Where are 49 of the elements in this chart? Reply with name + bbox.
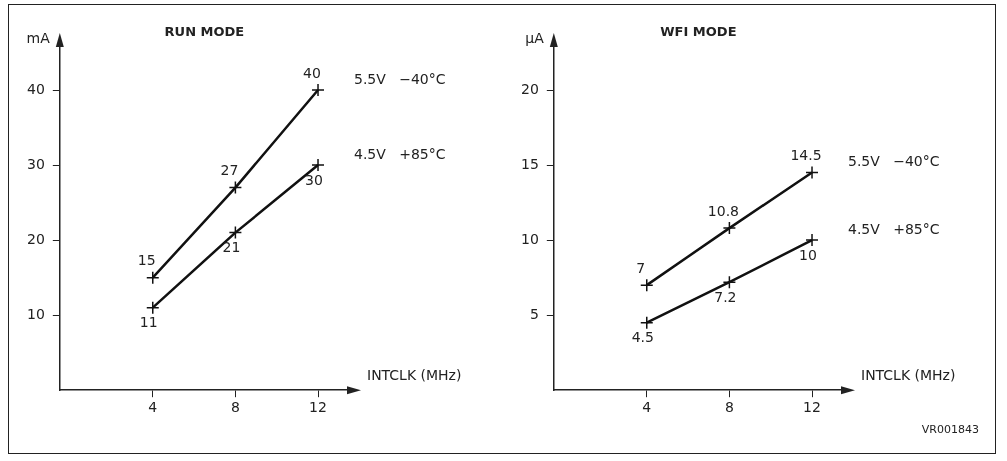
point (146, 300, 160, 315)
x-axis-title: INTCLK (MHz) (367, 366, 462, 383)
point (311, 158, 325, 172)
y-tick-label: 15 (520, 155, 539, 172)
text: 4.5V +85°C (354, 145, 446, 162)
point (722, 221, 737, 235)
x-axis-title: INTCLK (MHz) (861, 366, 956, 383)
x-tick-label: 12 (309, 399, 327, 416)
data-label: 11 (139, 314, 158, 331)
y-tick-label: 40 (26, 80, 45, 97)
point (640, 315, 654, 330)
text: VR001843 (921, 423, 979, 436)
y-tick-label: 20 (26, 230, 45, 247)
point (228, 225, 243, 240)
x-tick-label: 4 (642, 399, 652, 416)
chart-title: RUN MODE (164, 24, 245, 40)
point (640, 278, 654, 292)
y-axis-title: mA (26, 29, 51, 46)
data-label: 21 (222, 239, 241, 256)
data-label: 14.5 (790, 147, 822, 164)
data-label: 27 (220, 162, 239, 179)
text: 4.5V +85°C (848, 220, 940, 237)
data-label: 15 (137, 252, 156, 269)
point (146, 270, 160, 285)
data-label: 10 (799, 246, 817, 263)
x-tick-label: 8 (724, 399, 734, 416)
point (228, 180, 243, 195)
data-label: 10.8 (707, 202, 739, 219)
y-tick-label: 20 (520, 80, 539, 97)
data-label: 7.2 (714, 288, 737, 305)
point (311, 83, 325, 97)
x-tick-label: 12 (803, 399, 821, 416)
y-tick-label: 5 (529, 305, 539, 322)
point (805, 233, 819, 247)
y-tick-label: 10 (520, 230, 539, 247)
text: 5.5V −40°C (354, 70, 446, 87)
x-tick-label: 4 (148, 399, 158, 416)
y-tick-label: 30 (26, 155, 45, 172)
data-label: 40 (303, 64, 321, 81)
point (722, 275, 737, 289)
text: 5.5V −40°C (848, 153, 940, 170)
x-tick-label: 8 (230, 399, 240, 416)
y-tick-label: 10 (26, 305, 45, 322)
data-label: 7 (636, 259, 646, 276)
data-label: 30 (305, 171, 323, 188)
y-axis-title: µA (525, 29, 545, 46)
data-label: 4.5 (631, 329, 654, 346)
point (805, 165, 819, 180)
chart-title: WFI MODE (660, 24, 737, 40)
